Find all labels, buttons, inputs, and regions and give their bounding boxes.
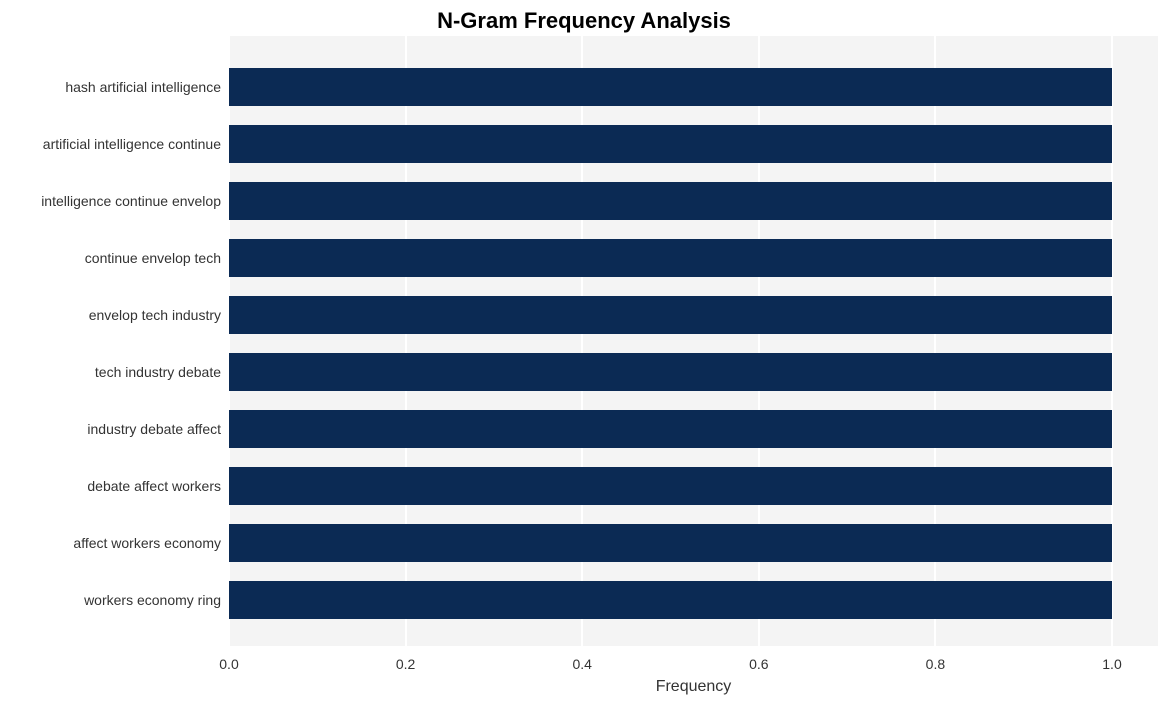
plot-area: hash artificial intelligenceartificial i… xyxy=(229,36,1158,646)
y-axis-label: continue envelop tech xyxy=(85,250,221,266)
y-axis-label: intelligence continue envelop xyxy=(41,193,221,209)
bar xyxy=(229,524,1112,562)
y-axis-label: debate affect workers xyxy=(87,478,221,494)
y-axis-label: industry debate affect xyxy=(87,421,221,437)
bar xyxy=(229,410,1112,448)
y-axis-label: tech industry debate xyxy=(95,364,221,380)
x-tick-label: 0.0 xyxy=(219,656,238,672)
bar xyxy=(229,125,1112,163)
y-axis-label: workers economy ring xyxy=(84,592,221,608)
y-axis-label: envelop tech industry xyxy=(89,307,221,323)
x-tick-label: 0.8 xyxy=(926,656,945,672)
x-tick-label: 0.6 xyxy=(749,656,768,672)
bar xyxy=(229,182,1112,220)
y-axis-label: artificial intelligence continue xyxy=(43,136,221,152)
ngram-chart: N-Gram Frequency Analysis hash artificia… xyxy=(0,0,1168,701)
bar xyxy=(229,68,1112,106)
x-tick-label: 1.0 xyxy=(1102,656,1121,672)
bar xyxy=(229,467,1112,505)
bar xyxy=(229,296,1112,334)
bar xyxy=(229,581,1112,619)
y-axis-label: affect workers economy xyxy=(73,535,221,551)
x-axis-title: Frequency xyxy=(229,678,1158,696)
y-axis-label: hash artificial intelligence xyxy=(65,79,221,95)
x-tick-label: 0.4 xyxy=(572,656,591,672)
bar xyxy=(229,239,1112,277)
x-tick-label: 0.2 xyxy=(396,656,415,672)
chart-title: N-Gram Frequency Analysis xyxy=(0,8,1168,34)
bar xyxy=(229,353,1112,391)
